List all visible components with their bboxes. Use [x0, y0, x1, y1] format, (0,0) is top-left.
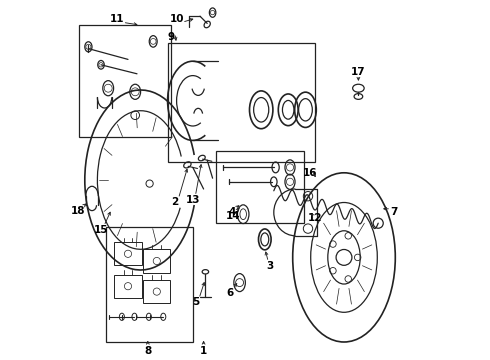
Bar [143, 249, 171, 273]
Bar [114, 275, 142, 298]
Text: 10: 10 [170, 14, 185, 24]
Text: 13: 13 [186, 195, 200, 205]
Bar [143, 280, 171, 303]
Text: 16: 16 [303, 168, 318, 178]
Text: 2: 2 [171, 197, 178, 207]
Bar [168, 43, 315, 162]
Text: 5: 5 [192, 297, 199, 307]
Bar [216, 151, 304, 223]
Text: 14: 14 [226, 211, 241, 221]
Text: 8: 8 [144, 346, 151, 356]
Bar [79, 25, 171, 137]
Text: 1: 1 [200, 346, 207, 356]
Text: 7: 7 [391, 207, 398, 217]
Text: 9: 9 [168, 32, 175, 42]
Bar [114, 242, 142, 265]
Text: 3: 3 [266, 261, 273, 271]
Text: 4: 4 [229, 207, 236, 217]
Bar [106, 227, 193, 342]
Text: 18: 18 [71, 206, 86, 216]
Text: 11: 11 [110, 14, 124, 24]
Text: 12: 12 [308, 213, 322, 223]
Text: 15: 15 [94, 225, 108, 235]
Text: 6: 6 [226, 288, 234, 298]
Text: 17: 17 [351, 67, 366, 77]
